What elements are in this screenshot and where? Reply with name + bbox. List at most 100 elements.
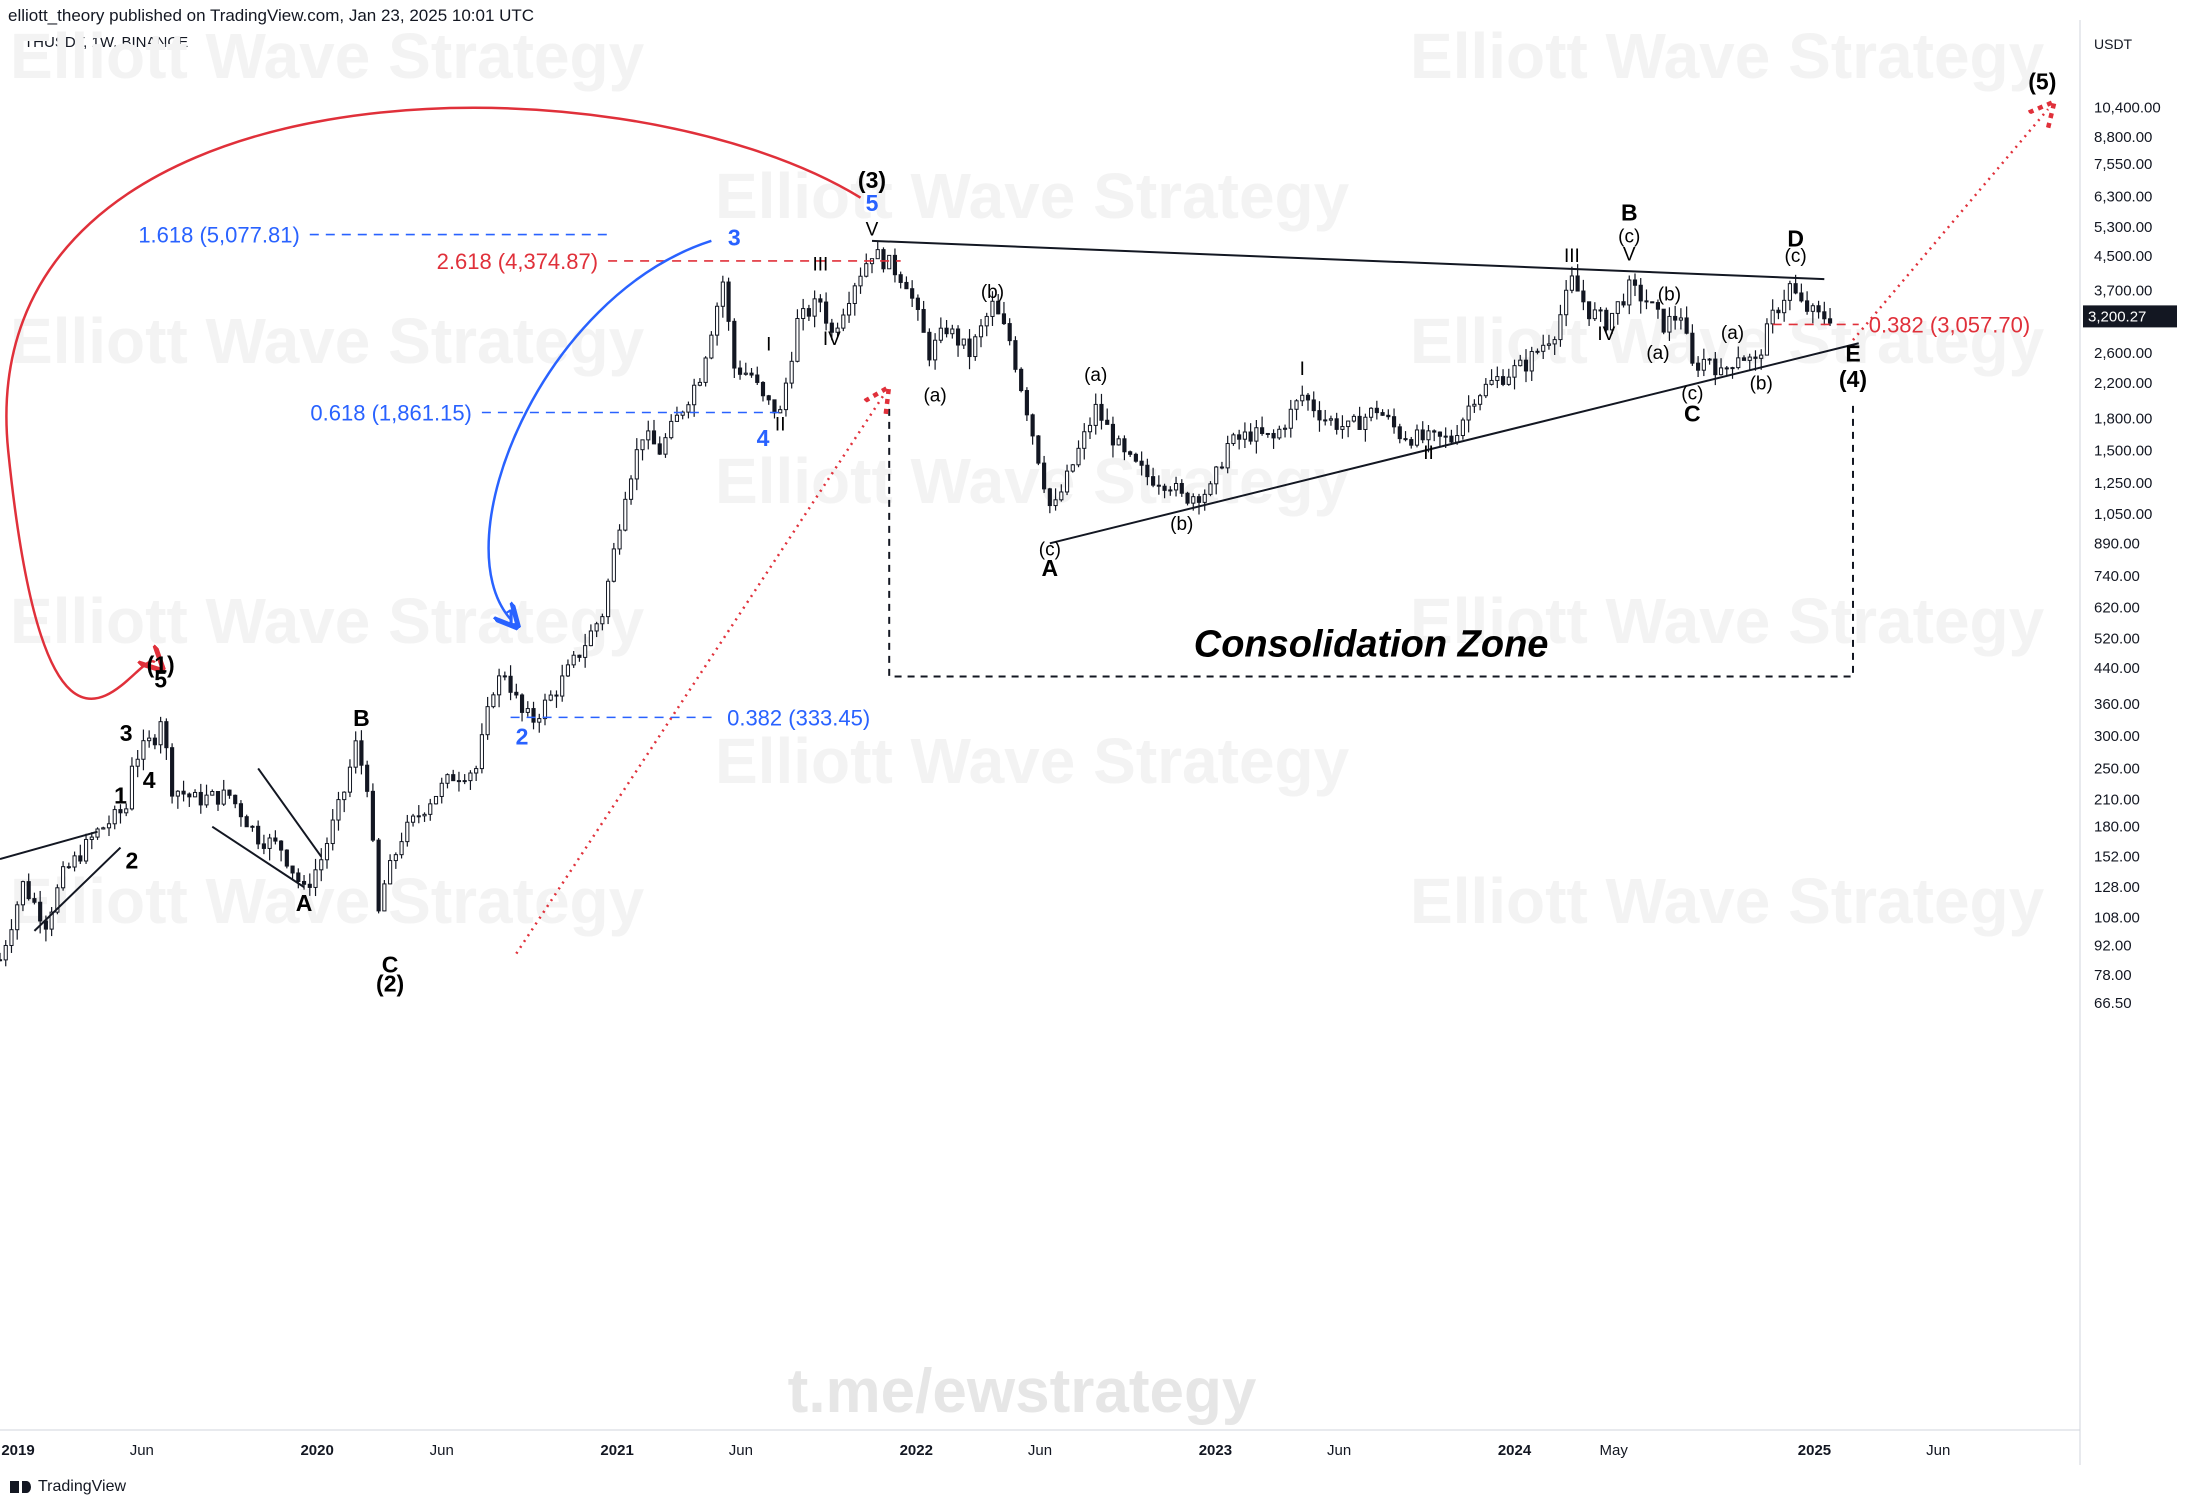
candle-down bbox=[365, 764, 370, 792]
candle-down bbox=[915, 297, 920, 310]
candle-up bbox=[715, 305, 720, 336]
candle-up bbox=[812, 298, 817, 317]
candle-down bbox=[359, 740, 364, 766]
candle-up bbox=[61, 866, 66, 889]
currency-label: USDT bbox=[2094, 36, 2133, 52]
candle-up bbox=[55, 887, 60, 913]
candle-up bbox=[548, 694, 553, 701]
candle-down bbox=[1334, 418, 1339, 430]
candle-down bbox=[1007, 323, 1012, 342]
candle-up bbox=[984, 315, 989, 327]
x-tick-label: Jun bbox=[1327, 1442, 1351, 1459]
candle-up bbox=[646, 430, 651, 441]
candle-up bbox=[1414, 429, 1420, 446]
candle-up bbox=[1340, 426, 1345, 430]
candle-up bbox=[1478, 395, 1483, 405]
candle-down bbox=[732, 320, 737, 369]
candle-down bbox=[1305, 394, 1311, 401]
y-tick-label: 92.00 bbox=[2094, 938, 2132, 955]
candle-up bbox=[1455, 435, 1460, 443]
candle-up bbox=[852, 285, 857, 304]
y-tick-label: 1,050.00 bbox=[2094, 506, 2152, 523]
x-tick-label: Jun bbox=[729, 1442, 753, 1459]
y-tick-label: 300.00 bbox=[2094, 728, 2140, 745]
candle-up bbox=[106, 823, 112, 829]
candle-up bbox=[416, 815, 421, 818]
wave-label: I bbox=[1300, 359, 1305, 380]
candle-down bbox=[1185, 492, 1190, 504]
x-tick-label: May bbox=[1600, 1442, 1629, 1459]
tradingview-brand: TradingView bbox=[38, 1478, 127, 1495]
x-tick-label: Jun bbox=[130, 1442, 154, 1459]
candle-down bbox=[1632, 279, 1638, 286]
wave-label: (3) bbox=[858, 167, 886, 193]
y-tick-label: 152.00 bbox=[2094, 849, 2140, 866]
candle-up bbox=[841, 314, 846, 329]
candle-down bbox=[181, 790, 186, 795]
candle-down bbox=[651, 430, 657, 445]
fib-level-label: 2.618 (4,374.87) bbox=[437, 249, 598, 274]
candle-up bbox=[789, 360, 794, 384]
candle-down bbox=[1816, 305, 1821, 313]
candle-up bbox=[1787, 283, 1792, 301]
candle-up bbox=[617, 529, 622, 550]
candle-up bbox=[1369, 407, 1374, 418]
candle-up bbox=[669, 420, 674, 439]
candle-up bbox=[456, 780, 462, 783]
candle-down bbox=[1604, 309, 1609, 331]
candle-up bbox=[703, 357, 708, 383]
candle-up bbox=[1328, 418, 1334, 421]
candle-down bbox=[554, 694, 559, 697]
candle-up bbox=[485, 706, 490, 736]
y-tick-label: 5,300.00 bbox=[2094, 219, 2152, 236]
candle-up bbox=[537, 718, 542, 723]
candle-down bbox=[755, 374, 760, 383]
candle-up bbox=[204, 794, 209, 806]
candle-up bbox=[428, 803, 433, 815]
candle-up bbox=[938, 327, 943, 341]
candle-up bbox=[846, 302, 852, 316]
wave-label: E bbox=[1845, 341, 1860, 367]
candle-down bbox=[1133, 453, 1138, 462]
wave-label: (a) bbox=[923, 386, 946, 407]
candle-up bbox=[410, 815, 416, 823]
wave-label: (b) bbox=[1750, 373, 1773, 394]
wave-label: (b) bbox=[1170, 514, 1193, 535]
candle-down bbox=[1741, 357, 1747, 361]
candle-up bbox=[1443, 435, 1448, 438]
candle-down bbox=[898, 274, 903, 283]
candle-up bbox=[49, 911, 54, 930]
candle-up bbox=[1466, 405, 1471, 421]
y-tick-label: 180.00 bbox=[2094, 819, 2140, 836]
candle-down bbox=[187, 793, 192, 798]
candle-up bbox=[353, 740, 358, 768]
candle-up bbox=[479, 734, 484, 770]
candle-down bbox=[1323, 419, 1328, 422]
candle-up bbox=[1782, 299, 1787, 314]
candle-down bbox=[1265, 432, 1270, 435]
wedge-line bbox=[0, 830, 98, 860]
wave-label: 3 bbox=[120, 720, 133, 746]
candle-up bbox=[1426, 430, 1431, 441]
y-tick-label: 520.00 bbox=[2094, 631, 2140, 648]
candle-down bbox=[996, 300, 1001, 315]
candle-up bbox=[1730, 367, 1735, 370]
watermark-text: Elliott Wave Strategy bbox=[715, 445, 1350, 517]
candle-up bbox=[1059, 491, 1064, 501]
candle-up bbox=[250, 825, 255, 828]
candle-down bbox=[1030, 414, 1035, 437]
consolidation-zone-label: Consolidation Zone bbox=[1194, 624, 1549, 666]
y-tick-label: 3,700.00 bbox=[2094, 283, 2152, 300]
wave-label: 5 bbox=[866, 190, 879, 216]
candle-up bbox=[1277, 428, 1282, 439]
wave-label: I bbox=[766, 335, 771, 356]
candle-down bbox=[1128, 451, 1133, 455]
candle-up bbox=[1202, 493, 1207, 503]
wave-label: (2) bbox=[376, 971, 404, 997]
candle-down bbox=[273, 837, 278, 842]
candle-up bbox=[583, 645, 588, 658]
tradingview-icon bbox=[10, 1481, 32, 1493]
candle-up bbox=[743, 372, 748, 375]
candle-down bbox=[1391, 416, 1397, 428]
